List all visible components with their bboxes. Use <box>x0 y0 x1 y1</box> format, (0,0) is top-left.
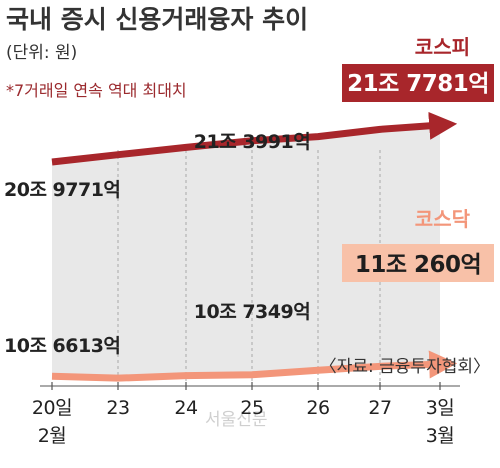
area-layer <box>52 124 440 379</box>
kospi-final-box <box>342 64 494 102</box>
x-tick-label: 20일 <box>32 397 72 419</box>
legend-kosdaq-label: 코스닥 <box>415 207 471 231</box>
x-tick-label: 3월 <box>426 425 455 447</box>
data-label: 20조 9771억 <box>4 179 120 201</box>
x-tick-label: 23 <box>106 397 129 419</box>
x-tick-label: 2월 <box>38 425 67 447</box>
chart-title: 국내 증시 신용거래융자 추이 <box>6 5 308 34</box>
kosdaq-final-box <box>342 244 494 282</box>
data-label: 21조 3991억 <box>194 131 310 153</box>
grid-layer <box>40 150 460 390</box>
watermark: 서울신문 <box>205 410 268 430</box>
kosdaq-final-value: 11조 260억 <box>355 252 481 278</box>
record-note: *7거래일 연속 역대 최대치 <box>6 81 187 100</box>
x-tick-label: 26 <box>306 397 329 419</box>
x-tick-label: 3일 <box>426 397 455 419</box>
series-line-kospi <box>51 111 458 166</box>
legend-kospi: 코스피 21조 7781억 <box>342 35 494 102</box>
x-tick-label: 27 <box>368 397 391 419</box>
gap-area <box>52 124 440 379</box>
x-tick-label: 25 <box>240 397 263 419</box>
line-layer <box>51 111 458 382</box>
legend-kosdaq: 코스닥 11조 260억 <box>342 207 494 282</box>
data-label: 10조 7349억 <box>194 301 310 323</box>
series-line-kosdaq <box>51 350 458 382</box>
source-note: 〈자료: 금융투자협회〉 <box>320 357 490 377</box>
x-tick-label: 24 <box>174 397 198 419</box>
data-label: 10조 6613억 <box>4 335 120 357</box>
kospi-final-value: 21조 7781억 <box>347 71 489 97</box>
label-layer: 20조 9771억 21조 3991억 10조 6613억 10조 7349억 <box>4 131 311 357</box>
unit-label: (단위: 원) <box>6 43 77 63</box>
tick-layer: 20일 2월 23 24 25 26 27 3일 3월 <box>32 397 455 447</box>
legend-kospi-label: 코스피 <box>415 35 470 59</box>
